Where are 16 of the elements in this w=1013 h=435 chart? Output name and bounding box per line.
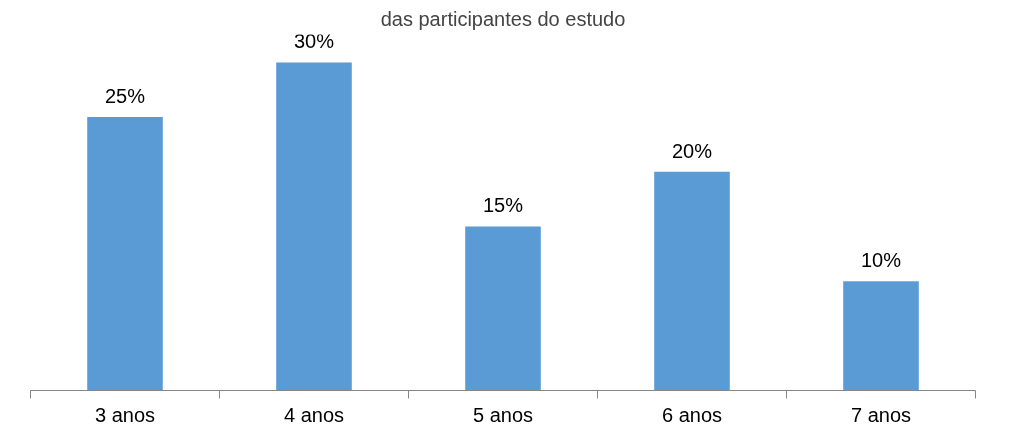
data-label: 10% <box>860 249 902 272</box>
chart-title: das participantes do estudo <box>380 7 626 30</box>
x-tick-label: 7 anos <box>850 403 912 426</box>
bar <box>465 226 541 391</box>
x-tick-label: 6 anos <box>661 403 723 426</box>
bar <box>87 117 163 391</box>
bar <box>843 281 919 391</box>
data-label: 25% <box>104 85 146 108</box>
x-tick-label: 3 anos <box>94 403 156 426</box>
bar <box>654 171 730 391</box>
data-label: 15% <box>482 194 524 217</box>
data-label: 20% <box>671 139 713 162</box>
data-label: 30% <box>293 30 335 53</box>
bar <box>276 62 352 391</box>
x-tick-label: 5 anos <box>472 403 534 426</box>
x-tick-label: 4 anos <box>283 403 345 426</box>
